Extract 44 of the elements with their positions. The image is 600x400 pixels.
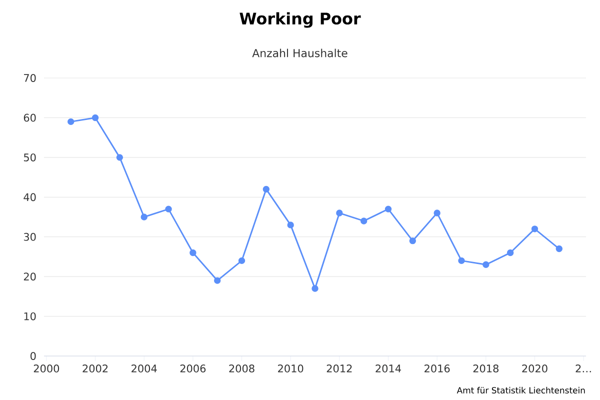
y-tick-label: 10: [24, 312, 36, 320]
point: [92, 114, 99, 122]
chart-title: Working Poor: [240, 12, 361, 28]
point: [458, 257, 465, 264]
x-tick-label: 2012: [326, 364, 352, 372]
point: [409, 237, 416, 244]
point: [190, 249, 196, 256]
point: [214, 277, 221, 284]
point: [482, 261, 490, 268]
point: [384, 206, 392, 212]
point: [238, 257, 246, 264]
x-tick-label: 2014: [376, 364, 401, 372]
point: [287, 222, 294, 228]
point: [531, 226, 538, 232]
x-tick-label: 2000: [34, 364, 60, 372]
chart-subtitle: Anzahl Haushalte: [252, 48, 348, 58]
point: [116, 154, 124, 161]
point: [165, 206, 172, 212]
point: [506, 249, 514, 256]
x-tick-label: 2002: [82, 364, 108, 372]
x-tick-label: 2020: [522, 364, 548, 372]
x-tick-label: 2…: [576, 364, 591, 372]
point: [68, 118, 74, 126]
y-tick-label: 0: [30, 352, 36, 360]
x-tick-label: 2018: [473, 364, 498, 372]
point: [312, 285, 318, 292]
point: [556, 245, 563, 252]
point: [262, 186, 270, 193]
point: [140, 214, 148, 220]
y-tick-label: 60: [24, 114, 36, 122]
y-tick-label: 70: [24, 74, 36, 82]
x-tick-label: 2016: [424, 364, 450, 372]
text: Amt für Statistik Liechtenstein: [456, 386, 585, 394]
point: [336, 210, 343, 216]
x-tick-label: 2010: [278, 364, 304, 372]
y-tick-label: 20: [24, 272, 36, 281]
x-tick-label: 2004: [132, 364, 157, 372]
y-tick-label: 40: [24, 193, 36, 202]
x-tick-label: 2006: [180, 364, 206, 372]
y-tick-label: 50: [24, 153, 36, 162]
point: [434, 210, 440, 216]
point: [360, 218, 368, 224]
x-tick-label: 2008: [229, 364, 254, 372]
y-tick-label: 30: [24, 232, 36, 241]
